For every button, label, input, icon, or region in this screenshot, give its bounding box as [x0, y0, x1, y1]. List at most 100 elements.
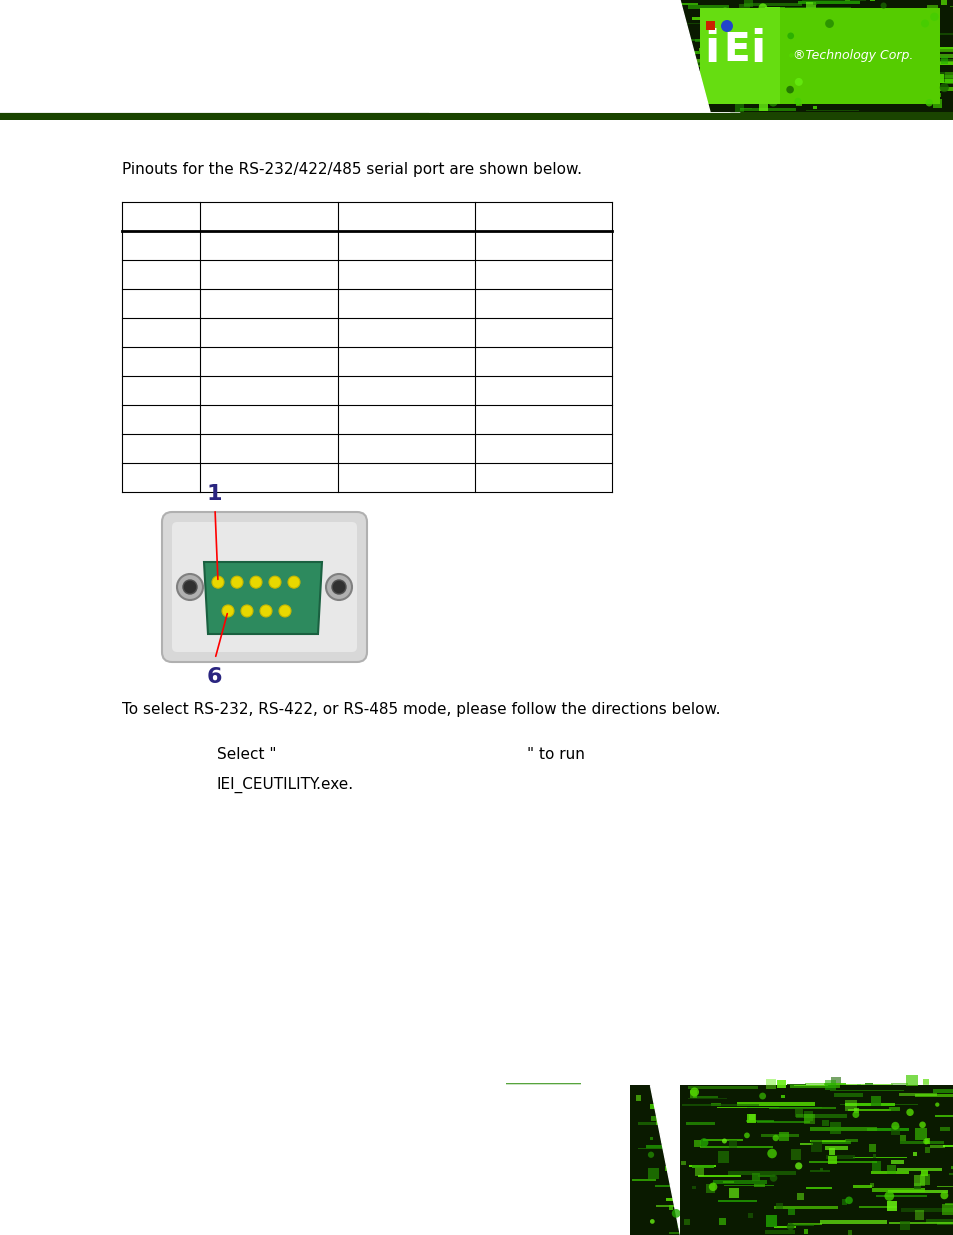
Bar: [679, 1086, 953, 1235]
Bar: [16, 1158, 25, 1167]
Bar: [638, 1, 644, 9]
Bar: [397, 1103, 425, 1107]
Bar: [299, 1177, 304, 1182]
Bar: [917, 62, 953, 64]
Bar: [868, 59, 872, 63]
Bar: [733, 1168, 741, 1178]
Bar: [698, 1182, 704, 1188]
Bar: [655, 1118, 663, 1125]
Bar: [896, 84, 901, 89]
Bar: [783, 79, 789, 85]
Circle shape: [763, 14, 769, 20]
Bar: [840, 1104, 917, 1105]
Bar: [779, 7, 850, 10]
Circle shape: [772, 1135, 779, 1141]
Bar: [555, 2, 631, 4]
Circle shape: [919, 1121, 924, 1128]
Bar: [653, 19, 707, 21]
Circle shape: [927, 1155, 937, 1165]
Bar: [735, 56, 744, 65]
Bar: [890, 1160, 902, 1163]
Circle shape: [716, 1115, 720, 1121]
Bar: [841, 1199, 846, 1204]
Bar: [803, 1114, 814, 1124]
Bar: [514, 1095, 543, 1098]
Circle shape: [920, 20, 928, 27]
Circle shape: [929, 12, 938, 21]
Bar: [0, 0, 953, 112]
Circle shape: [789, 20, 797, 28]
Bar: [793, 95, 798, 100]
Bar: [768, 1107, 835, 1109]
Circle shape: [649, 1219, 654, 1224]
Circle shape: [788, 53, 793, 58]
Circle shape: [786, 32, 793, 40]
Bar: [764, 4, 844, 5]
Bar: [858, 1207, 896, 1208]
Bar: [926, 5, 937, 15]
Circle shape: [720, 7, 728, 15]
Bar: [777, 77, 834, 78]
Bar: [188, 12, 216, 14]
Circle shape: [222, 605, 233, 618]
Circle shape: [794, 78, 801, 86]
Bar: [739, 1214, 774, 1218]
Bar: [113, 1098, 179, 1102]
Bar: [785, 54, 798, 67]
Bar: [824, 1146, 847, 1150]
Bar: [702, 1139, 742, 1141]
Bar: [696, 20, 701, 25]
Bar: [0, 1086, 953, 1235]
Bar: [902, 1160, 913, 1170]
Bar: [715, 1187, 740, 1188]
Circle shape: [647, 1151, 654, 1158]
Bar: [899, 1135, 905, 1141]
Bar: [464, 1182, 475, 1192]
Bar: [713, 62, 762, 65]
Circle shape: [375, 1092, 380, 1097]
Circle shape: [723, 1191, 731, 1199]
Bar: [667, 1149, 706, 1151]
Bar: [733, 64, 741, 73]
Bar: [882, 85, 887, 90]
Circle shape: [824, 20, 833, 28]
Bar: [934, 1115, 953, 1118]
Bar: [901, 1208, 953, 1212]
Bar: [940, 69, 953, 70]
Bar: [455, 68, 523, 72]
Text: 6: 6: [207, 667, 222, 687]
Bar: [918, 88, 953, 91]
Circle shape: [858, 1219, 862, 1224]
Bar: [242, 6, 305, 10]
Bar: [770, 105, 781, 107]
Bar: [327, 2, 371, 5]
Bar: [327, 1226, 377, 1230]
Bar: [746, 1114, 756, 1124]
Bar: [896, 86, 953, 88]
Bar: [638, 90, 657, 93]
Bar: [901, 48, 911, 58]
Bar: [264, 56, 330, 59]
Bar: [766, 68, 781, 69]
Bar: [821, 27, 828, 33]
Bar: [809, 96, 814, 101]
Bar: [639, 1098, 649, 1108]
Bar: [776, 1203, 781, 1209]
Bar: [942, 1145, 953, 1147]
Circle shape: [843, 1134, 850, 1140]
Bar: [779, 1131, 788, 1141]
Bar: [690, 65, 755, 68]
Bar: [620, 100, 655, 103]
Bar: [30, 67, 39, 75]
Bar: [216, 1176, 283, 1178]
Bar: [774, 37, 778, 41]
Bar: [936, 93, 941, 98]
Bar: [914, 1128, 925, 1140]
Bar: [687, 5, 728, 9]
Bar: [293, 1139, 357, 1142]
Bar: [875, 1084, 902, 1088]
Bar: [244, 1124, 273, 1125]
Bar: [938, 1150, 953, 1153]
Circle shape: [585, 1216, 591, 1221]
Bar: [137, 59, 193, 62]
